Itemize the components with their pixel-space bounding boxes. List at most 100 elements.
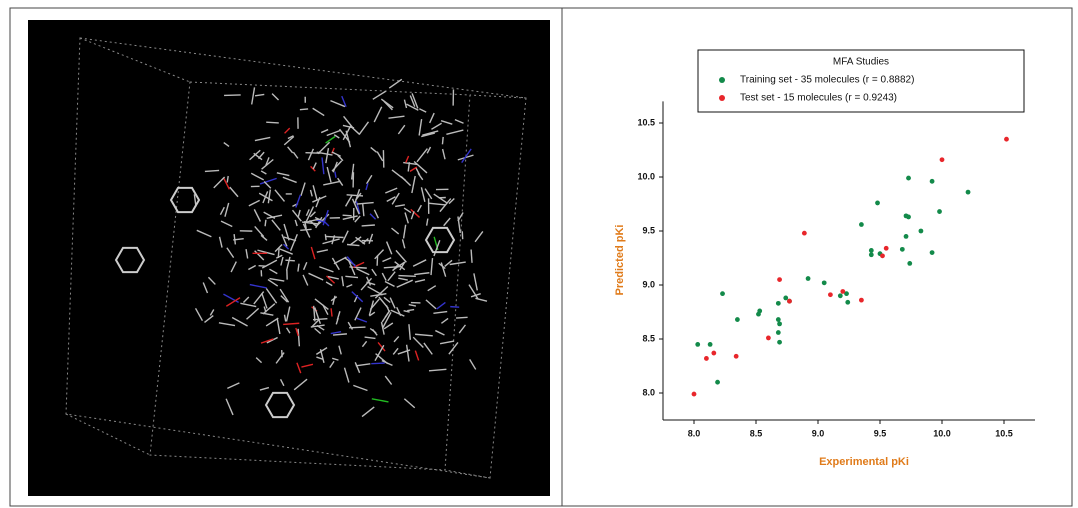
molecule-bond	[389, 297, 396, 309]
box-edge	[469, 94, 527, 99]
molecule-bond	[356, 317, 368, 323]
molecule-bond	[376, 151, 384, 162]
data-point	[695, 342, 701, 347]
molecule-bond	[390, 309, 405, 317]
molecule-bond	[202, 282, 209, 294]
molecule-bond	[314, 298, 329, 310]
molecule-bond	[316, 356, 324, 361]
molecule-bond	[322, 238, 340, 245]
molecule-bond	[349, 266, 367, 269]
molecule-bond	[330, 99, 346, 108]
molecule-bond	[259, 177, 277, 185]
data-point	[720, 291, 725, 297]
data-point	[805, 276, 811, 281]
molecule-bond	[408, 303, 417, 307]
molecule-bond	[398, 277, 408, 281]
molecule-bond	[395, 249, 407, 263]
molecule-bond	[369, 327, 377, 334]
data-point	[787, 298, 792, 304]
molecule-bond	[381, 359, 393, 367]
molecule-bond	[295, 327, 299, 336]
molecule-bond	[322, 304, 329, 316]
molecule-bond	[330, 331, 342, 335]
data-point	[859, 297, 864, 303]
data-point	[1004, 136, 1009, 142]
molecule-bond	[435, 329, 445, 336]
molecule-bond	[407, 162, 411, 172]
molecule-bond	[385, 241, 393, 255]
molecule-bond	[312, 162, 317, 170]
data-point	[906, 214, 911, 220]
molecule-bond	[275, 254, 283, 259]
molecule-bond	[299, 108, 309, 111]
molecule-bond	[287, 146, 294, 154]
data-point	[707, 342, 713, 347]
molecule-bond	[312, 185, 318, 200]
molecule-bond	[400, 175, 412, 187]
molecule-bond	[327, 275, 339, 280]
molecule-bond	[383, 100, 393, 111]
molecule-bond	[333, 134, 340, 139]
molecule-bond	[301, 221, 319, 225]
molecule-bond	[282, 243, 290, 250]
molecule-bond	[250, 172, 265, 181]
molecule-bond	[369, 213, 377, 220]
molecule-bond	[264, 219, 267, 227]
molecule-bond	[440, 317, 449, 324]
molecule-bond	[356, 268, 370, 276]
grid-box	[65, 37, 527, 479]
molecule-bond	[373, 106, 383, 123]
molecule-bond	[377, 341, 386, 352]
molecule-bond	[321, 157, 325, 175]
molecule-bond	[361, 224, 375, 227]
molecule-view	[28, 20, 550, 496]
molecule-bond	[266, 336, 278, 344]
molecule-bond	[335, 317, 339, 325]
molecule-bond	[265, 157, 270, 166]
molecule-bond	[246, 307, 260, 320]
molecule-bond	[225, 398, 234, 416]
molecule-bond	[354, 215, 361, 223]
molecule-bond	[280, 295, 288, 303]
molecule-bond	[283, 314, 287, 322]
molecule-bond	[337, 154, 344, 162]
molecule-bond	[258, 264, 267, 267]
y-tick-label: 10.5	[637, 117, 655, 127]
molecule-bond	[314, 327, 322, 335]
molecule-bond	[449, 261, 466, 266]
molecule-bond	[231, 316, 248, 327]
molecule-bond	[262, 303, 276, 315]
molecule-bond	[475, 297, 488, 302]
molecule-bond	[414, 350, 420, 361]
data-point	[766, 335, 771, 341]
legend-box	[697, 49, 1025, 113]
molecule-bond	[276, 172, 290, 177]
molecule-bond	[227, 382, 240, 390]
molecule-bond	[209, 309, 215, 316]
molecule-bond	[403, 161, 418, 166]
data-point	[868, 252, 874, 258]
molecule-bond	[342, 215, 358, 220]
molecule-bond	[433, 310, 448, 314]
x-tick-label: 9.5	[874, 428, 887, 438]
molecule-bond	[317, 141, 331, 155]
molecule-bond	[325, 148, 330, 164]
molecule-bond	[384, 310, 391, 319]
molecule-bond	[223, 142, 230, 148]
data-point	[801, 230, 807, 236]
molecule-bond	[403, 398, 416, 409]
molecule-bond	[426, 146, 432, 154]
molecule-bond	[388, 115, 405, 119]
molecule-bond	[294, 219, 298, 227]
molecule-bond	[407, 308, 415, 312]
aromatic-ring	[264, 391, 296, 419]
molecule-bond	[307, 148, 315, 161]
molecule-bond	[392, 264, 399, 272]
molecule-bond	[224, 202, 230, 217]
data-point	[775, 330, 781, 335]
molecule-bond	[330, 296, 338, 302]
molecule-bond	[242, 296, 250, 303]
molecule-bond	[469, 358, 477, 370]
molecule-bond	[362, 204, 365, 217]
molecule-bond	[312, 107, 325, 117]
